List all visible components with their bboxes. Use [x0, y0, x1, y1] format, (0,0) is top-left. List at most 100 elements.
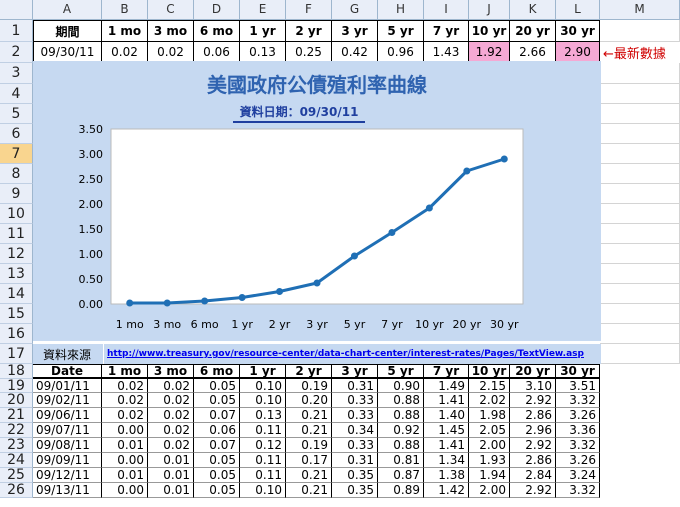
table-value-cell[interactable]: 0.02 [102, 393, 148, 408]
table-value-cell[interactable]: 3.32 [556, 483, 600, 498]
table-value-cell[interactable]: 3.51 [556, 379, 600, 393]
empty-cell[interactable] [600, 344, 680, 364]
row-header-23[interactable]: 23 [0, 438, 33, 453]
table-value-cell[interactable]: 0.33 [332, 408, 378, 423]
table-value-cell[interactable]: 0.02 [102, 379, 148, 393]
row-header-13[interactable]: 13 [0, 264, 33, 284]
table-value-cell[interactable]: 0.89 [378, 483, 424, 498]
row-header-8[interactable]: 8 [0, 164, 33, 184]
table-value-cell[interactable]: 3.10 [510, 379, 556, 393]
table-value-cell[interactable]: 0.00 [102, 483, 148, 498]
table-value-cell[interactable]: 2.86 [510, 408, 556, 423]
maturity-header-2-yr[interactable]: 2 yr [286, 20, 332, 42]
maturity-header-1-mo[interactable]: 1 mo [102, 20, 148, 42]
table-value-cell[interactable]: 2.84 [510, 468, 556, 483]
table-value-cell[interactable]: 0.05 [194, 468, 240, 483]
table-value-cell[interactable]: 1.40 [424, 408, 469, 423]
table-value-cell[interactable]: 0.07 [194, 408, 240, 423]
table-value-cell[interactable]: 0.31 [332, 379, 378, 393]
table-value-cell[interactable]: 2.00 [469, 483, 510, 498]
table-value-cell[interactable]: 0.01 [148, 483, 194, 498]
column-header-C[interactable]: C [148, 0, 194, 20]
latest-value-cell[interactable]: 0.13 [240, 42, 286, 63]
empty-cell[interactable] [600, 104, 680, 124]
latest-value-cell[interactable]: 0.02 [148, 42, 194, 63]
empty-cell[interactable] [600, 284, 680, 304]
table-header-3-yr[interactable]: 3 yr [332, 364, 378, 379]
table-value-cell[interactable]: 0.05 [194, 393, 240, 408]
row-header-6[interactable]: 6 [0, 124, 33, 144]
table-value-cell[interactable]: 0.02 [148, 423, 194, 438]
table-value-cell[interactable]: 0.02 [148, 379, 194, 393]
table-header-7-yr[interactable]: 7 yr [424, 364, 469, 379]
empty-cell[interactable] [600, 244, 680, 264]
table-value-cell[interactable]: 0.21 [286, 423, 332, 438]
empty-cell[interactable] [600, 124, 680, 144]
row-header-3[interactable]: 3 [0, 63, 33, 84]
table-value-cell[interactable]: 1.94 [469, 468, 510, 483]
table-date-cell[interactable]: 09/09/11 [33, 453, 102, 468]
table-value-cell[interactable]: 1.41 [424, 438, 469, 453]
row-header-26[interactable]: 26 [0, 483, 33, 498]
column-header-A[interactable]: A [33, 0, 102, 20]
table-value-cell[interactable]: 0.00 [102, 423, 148, 438]
row-header-25[interactable]: 25 [0, 468, 33, 483]
table-value-cell[interactable]: 2.15 [469, 379, 510, 393]
empty-cell[interactable] [600, 224, 680, 244]
table-value-cell[interactable]: 0.87 [378, 468, 424, 483]
table-value-cell[interactable]: 0.11 [240, 453, 286, 468]
empty-cell[interactable] [600, 204, 680, 224]
row-header-19[interactable]: 19 [0, 379, 33, 393]
table-value-cell[interactable]: 0.21 [286, 468, 332, 483]
table-value-cell[interactable]: 0.19 [286, 438, 332, 453]
table-header-1-yr[interactable]: 1 yr [240, 364, 286, 379]
empty-cell[interactable] [600, 20, 680, 42]
table-header-5-yr[interactable]: 5 yr [378, 364, 424, 379]
table-value-cell[interactable]: 2.00 [469, 438, 510, 453]
table-value-cell[interactable]: 0.01 [102, 438, 148, 453]
table-value-cell[interactable]: 3.26 [556, 408, 600, 423]
latest-value-cell[interactable]: 0.02 [102, 42, 148, 63]
table-value-cell[interactable]: 0.02 [148, 408, 194, 423]
table-value-cell[interactable]: 3.26 [556, 453, 600, 468]
row-header-21[interactable]: 21 [0, 408, 33, 423]
table-value-cell[interactable]: 2.92 [510, 438, 556, 453]
table-value-cell[interactable]: 2.05 [469, 423, 510, 438]
table-value-cell[interactable]: 0.01 [102, 468, 148, 483]
table-value-cell[interactable]: 0.06 [194, 423, 240, 438]
table-value-cell[interactable]: 3.24 [556, 468, 600, 483]
table-value-cell[interactable]: 3.32 [556, 438, 600, 453]
row-header-22[interactable]: 22 [0, 423, 33, 438]
maturity-header-6-mo[interactable]: 6 mo [194, 20, 240, 42]
table-value-cell[interactable]: 0.33 [332, 438, 378, 453]
row-header-7[interactable]: 7 [0, 144, 33, 164]
row-header-5[interactable]: 5 [0, 104, 33, 124]
table-date-cell[interactable]: 09/01/11 [33, 379, 102, 393]
empty-cell[interactable] [600, 324, 680, 344]
column-header-I[interactable]: I [424, 0, 469, 20]
table-value-cell[interactable]: 0.13 [240, 408, 286, 423]
latest-value-cell[interactable]: 1.92 [469, 42, 510, 63]
column-header-D[interactable]: D [194, 0, 240, 20]
latest-value-cell[interactable]: 0.06 [194, 42, 240, 63]
table-value-cell[interactable]: 0.05 [194, 379, 240, 393]
table-value-cell[interactable]: 0.88 [378, 408, 424, 423]
row-header-16[interactable]: 16 [0, 324, 33, 344]
table-value-cell[interactable]: 0.20 [286, 393, 332, 408]
table-header-3-mo[interactable]: 3 mo [148, 364, 194, 379]
row-header-9[interactable]: 9 [0, 184, 33, 204]
table-header-1-mo[interactable]: 1 mo [102, 364, 148, 379]
table-value-cell[interactable]: 0.05 [194, 453, 240, 468]
column-header-B[interactable]: B [102, 0, 148, 20]
row-header-15[interactable]: 15 [0, 304, 33, 324]
latest-value-cell[interactable]: 0.42 [332, 42, 378, 63]
table-header-20-yr[interactable]: 20 yr [510, 364, 556, 379]
row-header-24[interactable]: 24 [0, 453, 33, 468]
table-date-cell[interactable]: 09/06/11 [33, 408, 102, 423]
table-value-cell[interactable]: 0.33 [332, 393, 378, 408]
latest-date-cell[interactable]: 09/30/11 [33, 42, 102, 63]
maturity-header-5-yr[interactable]: 5 yr [378, 20, 424, 42]
table-header-2-yr[interactable]: 2 yr [286, 364, 332, 379]
latest-value-cell[interactable]: 2.90 [556, 42, 600, 63]
table-value-cell[interactable]: 1.41 [424, 393, 469, 408]
